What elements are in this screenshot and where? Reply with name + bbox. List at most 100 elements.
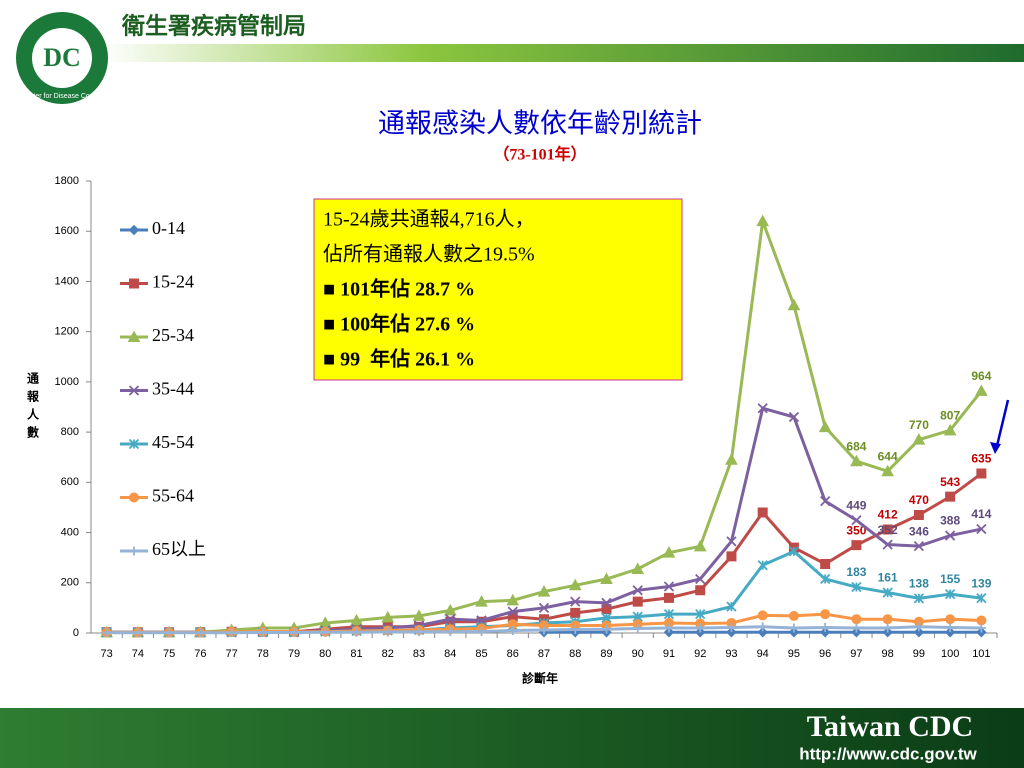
annotation-text: ■ 99 年佔 26.1 % [323, 347, 475, 371]
annotation-text: ■ 101年佔 28.7 % [323, 277, 475, 301]
marker [851, 581, 862, 593]
marker [756, 214, 770, 227]
logo-inner [32, 28, 92, 88]
marker [601, 597, 612, 609]
x-tick-label: 85 [475, 648, 487, 660]
data-label: 770 [909, 418, 929, 432]
data-label: 543 [940, 475, 960, 489]
marker [695, 609, 706, 620]
y-tick-label: 1200 [55, 326, 79, 338]
x-tick-label: 82 [382, 648, 394, 660]
marker [227, 628, 237, 638]
x-tick-label: 100 [941, 648, 959, 660]
marker [102, 628, 112, 638]
data-label: 138 [909, 577, 929, 591]
x-tick-label: 94 [757, 648, 769, 660]
data-label: 807 [940, 409, 960, 423]
marker [507, 606, 518, 617]
legend-label: 0-14 [152, 218, 185, 238]
marker [757, 560, 768, 571]
marker [662, 546, 676, 558]
marker [914, 622, 924, 632]
y-tick-label: 1600 [55, 225, 79, 237]
y-tick-label: 1400 [55, 275, 79, 287]
marker [726, 536, 737, 547]
marker [127, 330, 141, 342]
marker [882, 524, 893, 535]
marker [820, 496, 831, 507]
marker [570, 607, 581, 618]
data-label: 139 [971, 576, 991, 590]
y-axis-label: 通報人數 [26, 371, 40, 444]
data-label: 183 [846, 565, 866, 579]
marker [507, 619, 518, 630]
marker [976, 468, 987, 479]
arrow [994, 399, 1010, 451]
marker [819, 627, 831, 638]
marker [320, 627, 330, 637]
x-tick-label: 96 [819, 648, 831, 660]
x-tick-label: 97 [850, 648, 862, 660]
data-label: 644 [878, 449, 898, 463]
data-label: 635 [971, 452, 991, 466]
x-tick-label: 98 [882, 648, 894, 660]
x-axis-label: 診斷年 [522, 671, 558, 686]
marker [757, 507, 768, 518]
marker [789, 623, 799, 633]
marker [412, 609, 426, 621]
y-tick-label: 400 [61, 526, 79, 538]
y-tick-label: 1800 [55, 175, 79, 187]
marker [663, 581, 675, 592]
marker [508, 625, 518, 635]
marker [381, 610, 395, 623]
arrow-head [990, 442, 1001, 454]
marker [787, 298, 801, 311]
legend-label: 55-64 [152, 486, 194, 506]
marker [129, 278, 139, 289]
data-label: 414 [971, 507, 991, 521]
x-tick-label: 93 [725, 648, 737, 660]
marker [945, 588, 956, 600]
marker [663, 592, 674, 603]
data-label: 161 [878, 571, 898, 585]
marker [758, 622, 768, 632]
x-tick-label: 80 [319, 648, 331, 660]
marker [164, 628, 174, 638]
marker [945, 614, 956, 625]
marker [881, 464, 895, 477]
marker [818, 420, 832, 433]
marker [383, 627, 393, 637]
marker [757, 627, 768, 638]
marker [788, 546, 800, 557]
x-tick-label: 84 [444, 648, 456, 660]
x-tick-label: 92 [694, 648, 706, 660]
legend-label: 35-44 [152, 379, 194, 399]
marker [663, 609, 675, 620]
x-tick-label: 95 [788, 648, 800, 660]
marker [788, 610, 799, 621]
logo-mark: DC [43, 43, 81, 72]
marker [945, 491, 956, 502]
marker [506, 593, 520, 606]
marker [820, 622, 830, 632]
marker [757, 403, 768, 414]
marker [568, 578, 582, 591]
annotation-text: ■ 100年佔 27.6 % [323, 312, 475, 336]
footer-bar [0, 708, 1024, 768]
marker [726, 601, 737, 612]
marker [820, 558, 831, 569]
marker [539, 625, 549, 635]
marker [943, 423, 957, 436]
marker [601, 624, 611, 634]
annotation: 15-24歲共通報4,716人， 佔所有通報人數之19.5% ■ 101年佔 28.… [323, 208, 535, 371]
marker [195, 628, 205, 638]
x-tick-label: 90 [632, 648, 644, 660]
marker [851, 515, 862, 526]
logo-text: Center for Disease Control [21, 93, 104, 100]
y-tick-label: 1000 [55, 376, 79, 388]
org-name: 衛生署疾病管制局 [121, 13, 306, 40]
plot: 0 200 400 600 800 1000 1200 1400 1600 1800 73 74 75 7… [55, 175, 998, 660]
data-label: 412 [878, 508, 898, 522]
marker [726, 551, 737, 562]
